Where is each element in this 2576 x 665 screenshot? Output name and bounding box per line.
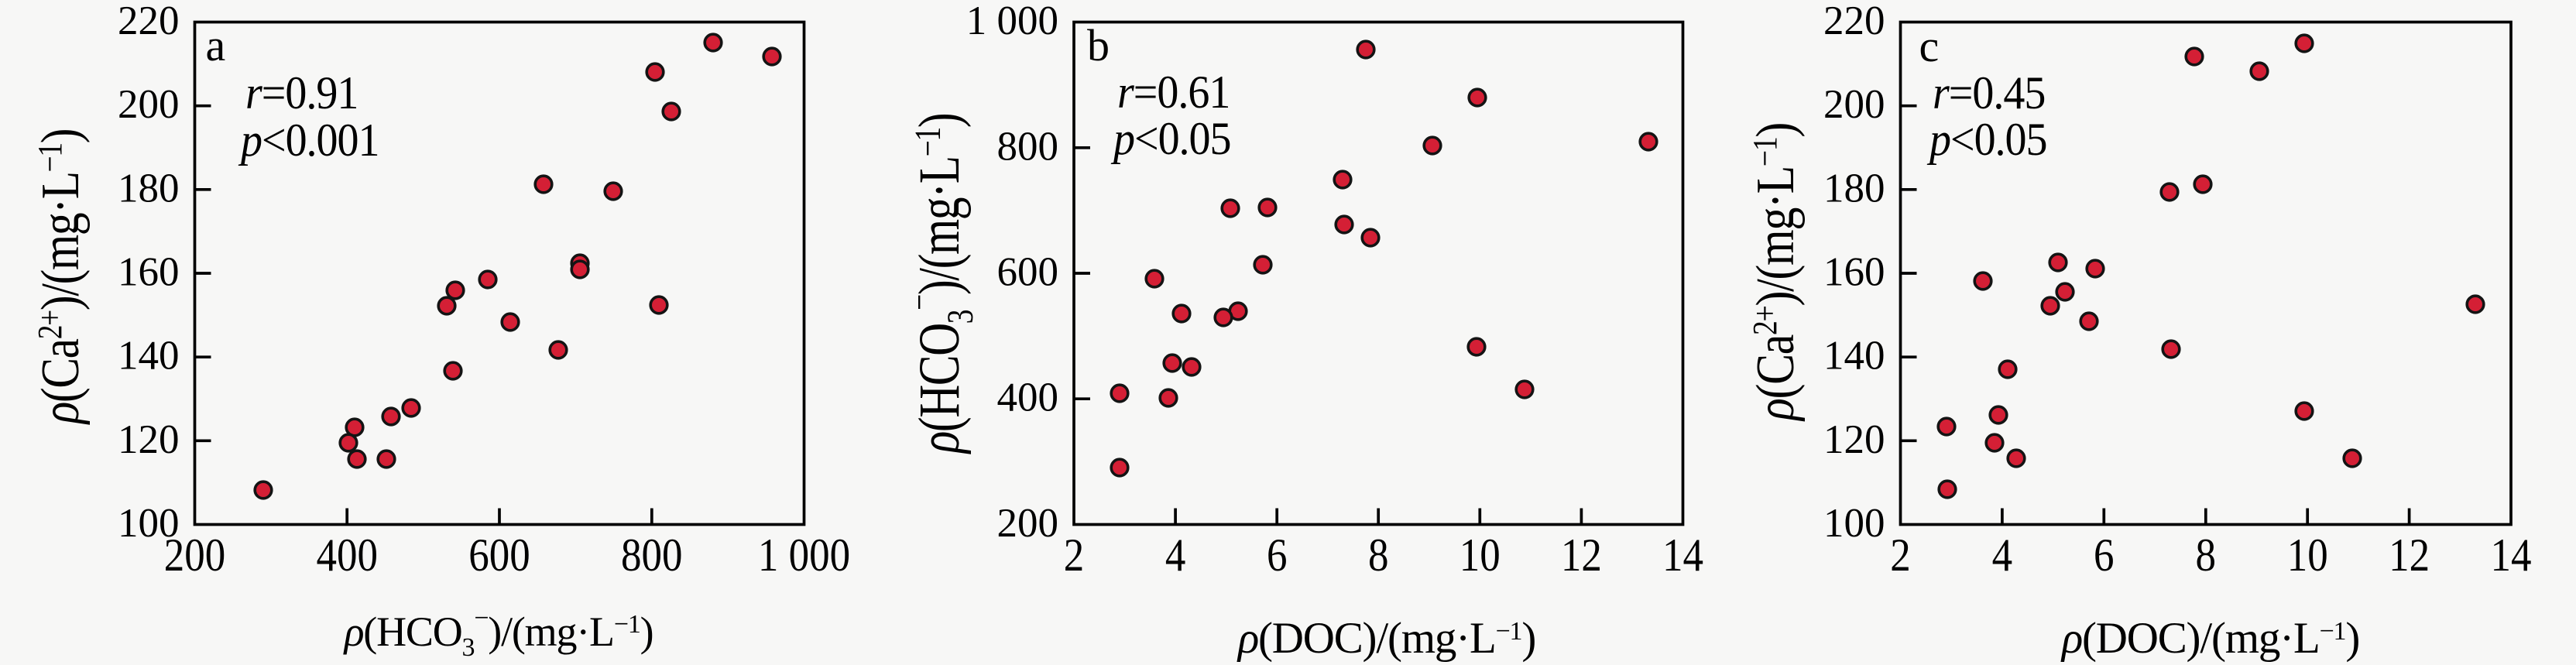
svg-text:2: 2	[1890, 530, 1911, 581]
svg-text:400: 400	[316, 530, 378, 581]
svg-text:4: 4	[1165, 530, 1186, 581]
svg-text:200: 200	[1823, 82, 1885, 127]
svg-text:p<0.05: p<0.05	[1110, 112, 1230, 164]
svg-text:12: 12	[2389, 530, 2430, 581]
svg-text:10: 10	[1460, 530, 1501, 581]
svg-text:8: 8	[2196, 530, 2217, 581]
svg-text:140: 140	[118, 334, 180, 379]
svg-text:10: 10	[2287, 530, 2328, 581]
svg-text:600: 600	[997, 250, 1059, 295]
svg-text:160: 160	[118, 250, 180, 295]
svg-text:r=0.91: r=0.91	[245, 67, 358, 118]
svg-text:600: 600	[468, 530, 530, 581]
svg-text:1 000: 1 000	[758, 530, 850, 581]
svg-text:140: 140	[1823, 334, 1885, 379]
svg-text:220: 220	[1823, 0, 1885, 43]
svg-text:ρ(Ca2+)/(mg·L−1): ρ(Ca2+)/(mg·L−1)	[30, 129, 91, 425]
svg-text:14: 14	[1662, 530, 1703, 581]
svg-text:ρ(DOC)/(mg·L−1): ρ(DOC)/(mg·L−1)	[2060, 614, 2359, 663]
svg-text:ρ(DOC)/(mg·L−1): ρ(DOC)/(mg·L−1)	[1237, 614, 1535, 663]
svg-text:1 000: 1 000	[966, 0, 1058, 43]
svg-text:p<0.001: p<0.001	[238, 114, 379, 166]
svg-text:6: 6	[1267, 530, 1288, 581]
svg-text:ρ(HCO3−)/(mg·L−1): ρ(HCO3−)/(mg·L−1)	[900, 114, 981, 454]
svg-text:ρ(Ca2+)/(mg·L−1): ρ(Ca2+)/(mg·L−1)	[1745, 123, 1806, 422]
svg-text:160: 160	[1823, 250, 1885, 295]
svg-text:180: 180	[118, 166, 180, 211]
svg-text:8: 8	[1368, 530, 1389, 581]
svg-text:b: b	[1087, 20, 1110, 70]
svg-text:6: 6	[2094, 530, 2115, 581]
svg-text:c: c	[1919, 21, 1940, 71]
svg-text:100: 100	[118, 501, 180, 546]
svg-text:800: 800	[997, 124, 1059, 169]
svg-text:800: 800	[621, 530, 683, 581]
svg-text:200: 200	[164, 530, 226, 581]
svg-text:120: 120	[1823, 417, 1885, 462]
svg-text:180: 180	[1823, 166, 1885, 211]
svg-text:220: 220	[118, 0, 180, 43]
svg-text:r=0.61: r=0.61	[1117, 66, 1230, 118]
svg-text:200: 200	[118, 82, 180, 127]
svg-text:400: 400	[997, 375, 1059, 420]
svg-text:ρ(HCO3−)/(mg·L−1): ρ(HCO3−)/(mg·L−1)	[343, 604, 653, 662]
svg-text:2: 2	[1064, 530, 1085, 581]
svg-text:r=0.45: r=0.45	[1933, 67, 2045, 118]
svg-text:12: 12	[1561, 530, 1602, 581]
svg-text:a: a	[206, 20, 226, 70]
svg-text:4: 4	[1992, 530, 2013, 581]
svg-text:120: 120	[118, 417, 180, 462]
svg-text:100: 100	[1823, 501, 1885, 546]
svg-text:14: 14	[2491, 530, 2532, 581]
svg-text:p<0.05: p<0.05	[1926, 113, 2046, 165]
svg-text:200: 200	[997, 501, 1059, 546]
